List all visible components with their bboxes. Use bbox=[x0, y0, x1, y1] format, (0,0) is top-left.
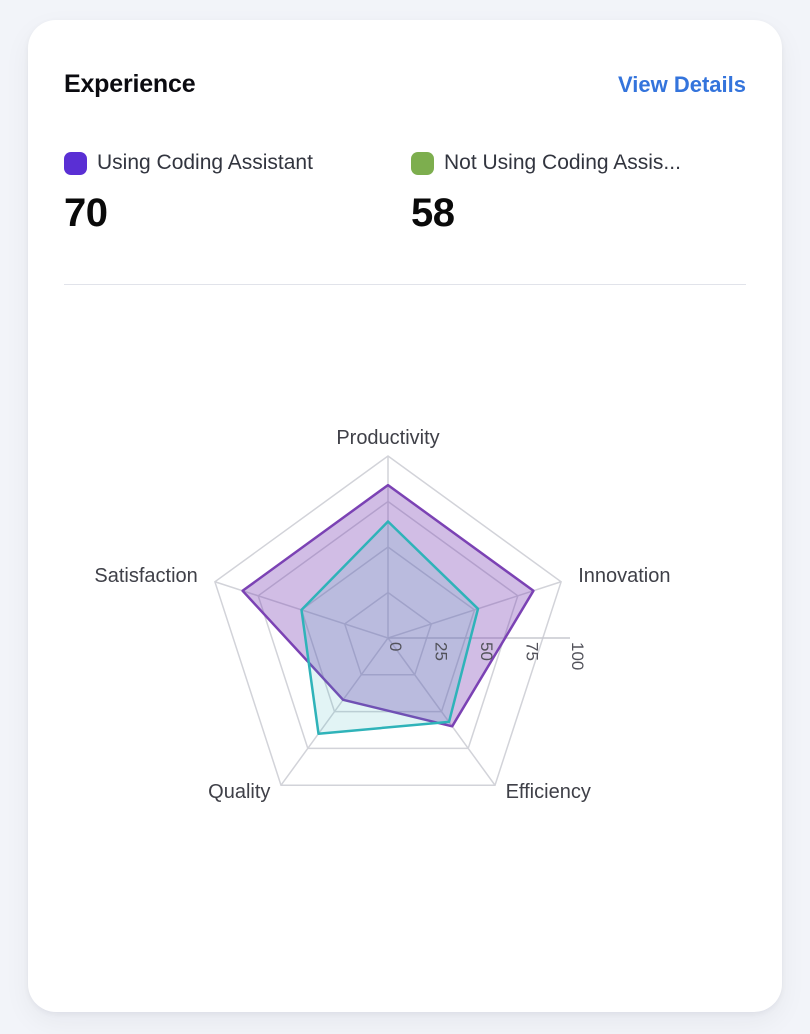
legend-label-using: Using Coding Assistant bbox=[97, 151, 313, 174]
experience-card: Experience View Details Using Coding Ass… bbox=[28, 20, 782, 1012]
legend: Using Coding Assistant 70 Not Using Codi… bbox=[64, 151, 746, 236]
radar-axis-spoke bbox=[387, 637, 496, 786]
radar-grid-ring bbox=[214, 455, 562, 786]
radar-tick-label: 100 bbox=[568, 642, 587, 670]
radar-chart-svg: 0 25 50 75 100 Productivity Innovation Efficien… bbox=[94, 427, 670, 803]
radar-axis-label: Innovation bbox=[578, 565, 670, 587]
radar-series-polygon-1[interactable] bbox=[300, 520, 480, 735]
legend-label-not-using: Not Using Coding Assis... bbox=[444, 151, 681, 174]
radar-tick-label: 75 bbox=[523, 642, 542, 661]
radar-tick-label: 25 bbox=[432, 642, 451, 661]
radar-tick-label: 0 bbox=[386, 642, 405, 651]
divider bbox=[64, 284, 746, 285]
legend-value-not-using: 58 bbox=[411, 191, 455, 235]
radar-series-polygon-0[interactable] bbox=[241, 483, 535, 728]
legend-item-using-coding-assistant[interactable]: Using Coding Assistant 70 bbox=[64, 151, 411, 236]
radar-axis-label: Quality bbox=[208, 781, 270, 803]
legend-item-not-using-coding-assistant[interactable]: Not Using Coding Assis... 58 bbox=[411, 151, 746, 236]
legend-swatch-green-icon bbox=[411, 151, 434, 175]
radar-axis-label: Efficiency bbox=[506, 781, 591, 803]
radar-tick-label: 50 bbox=[477, 642, 496, 661]
legend-value-using: 70 bbox=[64, 191, 108, 235]
card-header: Experience View Details bbox=[28, 20, 782, 99]
view-details-link[interactable]: View Details bbox=[618, 72, 746, 97]
radar-axis-label: Satisfaction bbox=[94, 565, 197, 587]
radar-axis-spoke bbox=[280, 637, 389, 786]
radar-chart: 0 25 50 75 100 Productivity Innovation Efficien… bbox=[28, 285, 782, 1000]
card-title: Experience bbox=[64, 70, 196, 98]
legend-swatch-purple-icon bbox=[64, 151, 87, 175]
radar-grid-ring bbox=[257, 500, 519, 750]
radar-grid-ring bbox=[343, 591, 433, 676]
radar-axis-label: Productivity bbox=[336, 427, 439, 449]
